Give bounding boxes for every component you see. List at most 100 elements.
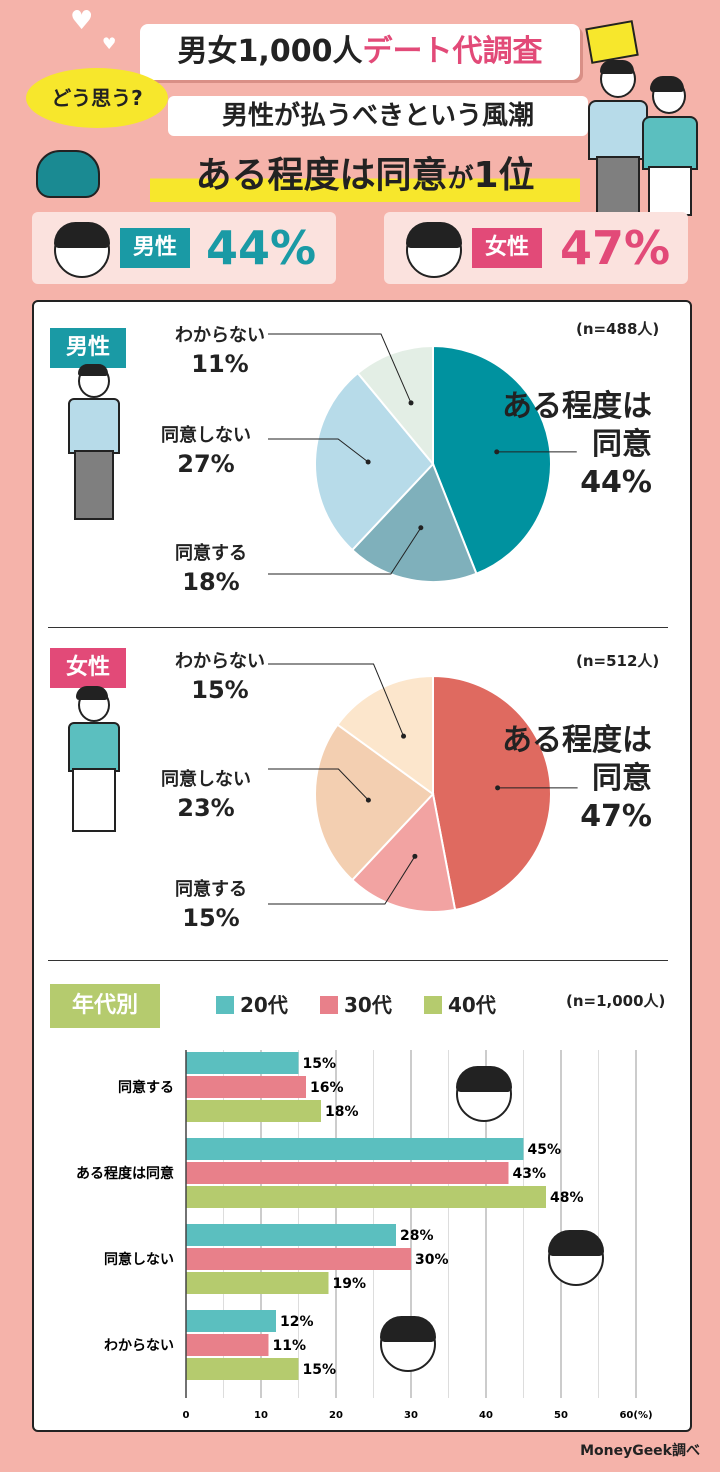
male-unknown-pct: 11% — [191, 350, 249, 378]
female-pie-chart — [268, 663, 578, 913]
male-agree-label: 同意する 18% — [156, 540, 266, 596]
bar-40代 — [186, 1272, 329, 1294]
male-leader-line-1 — [268, 527, 422, 575]
bar-40代 — [186, 1358, 299, 1380]
page-title: 男女1,000人デート代調査 — [140, 24, 580, 80]
x-tick-label: 20 — [329, 1410, 343, 1420]
female-tag: 女性 — [472, 228, 542, 268]
male-main-label: ある程度は 同意 44% — [470, 388, 652, 502]
man-illustration — [66, 364, 120, 522]
bar-value-label: 11% — [273, 1338, 307, 1354]
x-tick-label: 10 — [254, 1410, 268, 1420]
bar-20代 — [186, 1224, 396, 1246]
female-leader-line-2 — [268, 768, 369, 801]
male-unknown-text: わからない — [175, 325, 265, 346]
legend-30s: 30代 — [344, 993, 392, 1017]
male-slice-1 — [350, 462, 478, 583]
bar-40代 — [186, 1186, 546, 1208]
female-unknown-label: わからない 15% — [160, 648, 280, 704]
money-icon — [585, 20, 639, 64]
female-unknown-text: わからない — [175, 651, 265, 672]
bar-value-label: 19% — [333, 1276, 367, 1292]
x-tick-label: 50 — [554, 1410, 568, 1420]
male-disagree-text: 同意しない — [161, 425, 251, 446]
female-n: (n=512人) — [576, 652, 660, 670]
heart-icon: ♥ — [102, 34, 117, 53]
male-leader-dot-0 — [494, 449, 500, 455]
credit: MoneyGeek調べ — [580, 1443, 700, 1459]
category-label: ある程度は同意 — [76, 1165, 174, 1182]
wallet-icon — [36, 150, 100, 198]
female-slice-2 — [314, 723, 435, 882]
legend-20s: 20代 — [240, 993, 288, 1017]
male-leader-line-3 — [268, 333, 412, 404]
female-slice-3 — [336, 674, 434, 796]
x-tick-label: 0 — [183, 1410, 190, 1420]
female-disagree-text: 同意しない — [161, 769, 251, 790]
female-disagree-pct: 23% — [177, 794, 235, 822]
female-leader-line-1 — [268, 856, 416, 905]
male-n: (n=488人) — [576, 320, 660, 338]
male-value: 44% — [206, 221, 317, 275]
x-tick-label: 30 — [404, 1410, 418, 1420]
bar-value-label: 30% — [415, 1252, 449, 1268]
bar-20代 — [186, 1052, 299, 1074]
female-main-label: ある程度は 同意 47% — [470, 722, 652, 836]
category-label: 同意する — [118, 1079, 174, 1096]
age-section-tag: 年代別 — [50, 984, 160, 1028]
female-section-tag: 女性 — [50, 648, 126, 688]
subtitle: 男性が払うべきという風潮 — [168, 96, 588, 136]
legend-40s-swatch — [424, 996, 442, 1014]
female-leader-dot-3 — [401, 733, 407, 739]
bar-value-label: 45% — [528, 1142, 562, 1158]
legend-20s-swatch — [216, 996, 234, 1014]
male-section-tag: 男性 — [50, 328, 126, 368]
speech-bubble: どう思う? — [26, 68, 168, 128]
man-illustration — [588, 60, 648, 214]
woman-illustration — [642, 76, 698, 216]
headline: ある程度は同意が1位 — [150, 150, 580, 202]
male-main-pct: 44% — [580, 465, 652, 500]
category-label: 同意しない — [104, 1251, 174, 1268]
female-disagree-label: 同意しない 23% — [146, 766, 266, 822]
bar-30代 — [186, 1076, 306, 1098]
woman-face-icon — [456, 1066, 512, 1122]
female-agree-pct: 15% — [182, 904, 240, 932]
male-tag: 男性 — [120, 228, 190, 268]
bar-30代 — [186, 1334, 269, 1356]
x-tick-label: 40 — [479, 1410, 493, 1420]
heart-icon: ♥ — [70, 6, 94, 36]
male-slice-2 — [314, 371, 435, 552]
woman-illustration — [68, 686, 120, 846]
female-agree-label: 同意する 15% — [156, 876, 266, 932]
category-label: わからない — [104, 1338, 174, 1354]
female-slice-0 — [432, 674, 552, 912]
age-bar-chart: 0 10 20 30 40 50 60(%) 同意する 15% 16% 18% ある程度は同意 45% 4… — [76, 1050, 653, 1420]
female-main-text-b: 同意 — [592, 761, 652, 796]
legend-40s: 40代 — [448, 993, 496, 1017]
male-slice-3 — [356, 344, 434, 467]
male-unknown-label: わからない 11% — [160, 322, 280, 378]
man-face-icon — [380, 1316, 436, 1372]
male-main-text-b: 同意 — [592, 427, 652, 462]
female-unknown-pct: 15% — [191, 676, 249, 704]
bar-value-label: 28% — [400, 1228, 434, 1244]
male-agree-text: 同意する — [175, 543, 247, 564]
bar-value-label: 48% — [550, 1190, 584, 1206]
male-slice-0 — [432, 344, 553, 576]
bar-value-label: 15% — [303, 1056, 337, 1072]
section-divider — [48, 627, 668, 628]
bar-value-label: 18% — [325, 1104, 359, 1120]
female-main-text-a: ある程度は — [502, 723, 652, 758]
female-slice-1 — [350, 791, 457, 913]
man-face-icon — [54, 222, 110, 278]
bar-20代 — [186, 1138, 524, 1160]
bar-20代 — [186, 1310, 276, 1332]
x-tick-label: 60(%) — [619, 1410, 652, 1420]
woman-face-icon — [548, 1230, 604, 1286]
legend-30s-swatch — [320, 996, 338, 1014]
female-agree-text: 同意する — [175, 879, 247, 900]
male-pie-chart — [268, 333, 577, 583]
male-leader-dot-1 — [418, 525, 424, 531]
age-n: (n=1,000人) — [566, 992, 666, 1010]
